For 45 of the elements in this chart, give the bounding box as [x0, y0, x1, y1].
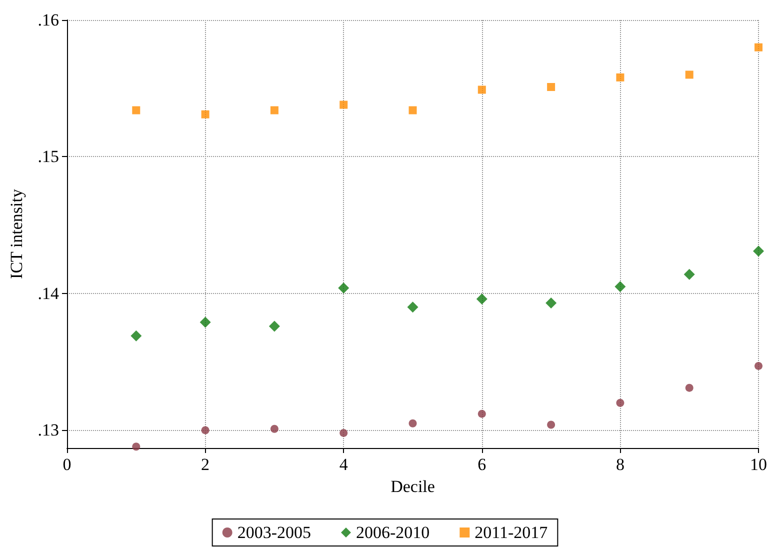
point [754, 362, 762, 370]
point [340, 428, 348, 437]
point [407, 302, 418, 313]
x-axis-title: Decile [390, 476, 435, 496]
point [132, 106, 140, 114]
point [340, 100, 348, 109]
point [408, 106, 417, 114]
point [200, 316, 211, 328]
point [201, 426, 210, 434]
point [270, 106, 278, 114]
x-tick-label: 6 [478, 455, 486, 474]
legend-label: 2011-2017 [474, 523, 548, 542]
x-tick-label: 4 [339, 455, 348, 474]
y-axis-title: ICT intensity [7, 188, 26, 279]
point [614, 281, 626, 292]
point [132, 442, 140, 451]
point [616, 73, 624, 82]
legend-label: 2003-2005 [237, 523, 311, 542]
y-tick-label: .16 [38, 10, 59, 30]
point [547, 420, 556, 429]
point [685, 70, 694, 79]
point [270, 424, 278, 433]
x-tick-label: 0 [62, 455, 72, 474]
point [478, 86, 486, 94]
point [685, 384, 694, 392]
point [338, 282, 350, 294]
point [268, 320, 280, 332]
point [546, 298, 557, 309]
point [408, 419, 417, 428]
legend-label: 2006-2010 [356, 523, 430, 542]
point [684, 268, 695, 280]
x-tick-label: 8 [616, 455, 624, 474]
point [547, 83, 556, 92]
point [754, 43, 762, 52]
x-tick-label: 10 [750, 455, 767, 474]
point [476, 293, 488, 304]
point [753, 246, 764, 257]
y-tick-label: .13 [38, 420, 59, 440]
point [478, 410, 486, 418]
point [616, 398, 624, 407]
point [201, 110, 210, 118]
point [130, 330, 142, 342]
y-tick-label: .14 [38, 284, 60, 303]
x-tick-label: 2 [201, 455, 210, 474]
y-tick-label: .15 [38, 147, 59, 166]
